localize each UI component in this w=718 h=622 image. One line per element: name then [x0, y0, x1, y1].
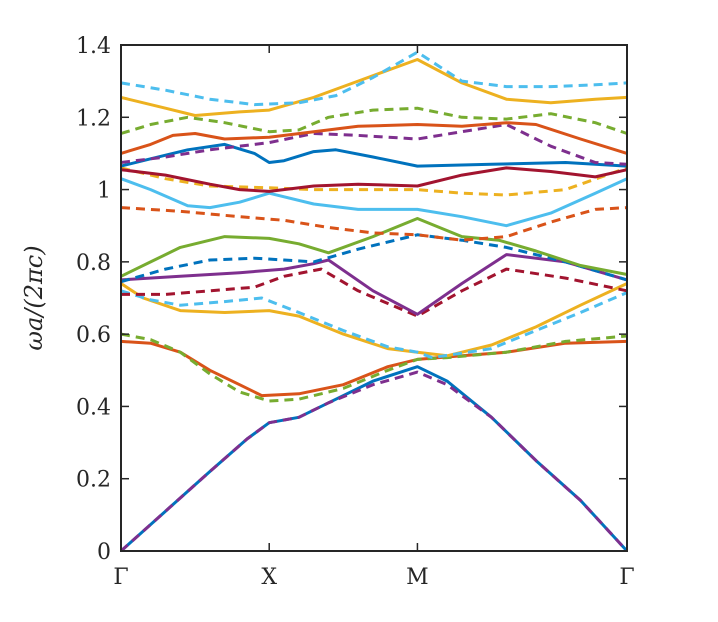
band-line-2: [120, 370, 629, 553]
band-line-1: [120, 365, 629, 553]
y-tick-label: 1: [97, 179, 111, 204]
y-axis-label: ωa/(2πc): [20, 245, 48, 350]
band-line-7: [121, 267, 628, 318]
ticks-layer: 0 0.2 0.4 0.6 0.8 1 1.2 1.4 Γ X M Γ: [76, 34, 635, 590]
band-line-9: [120, 233, 628, 284]
band-line-19: [120, 58, 628, 117]
band-line-3: [120, 339, 628, 398]
band-line-10: [120, 217, 628, 278]
y-tick-label: 1.2: [76, 106, 111, 131]
band-line-17: [120, 121, 628, 155]
band-line-12: [120, 177, 628, 228]
band-line-16: [120, 123, 628, 166]
y-tick-label: 0.8: [76, 251, 111, 276]
y-tick-label: 0.4: [76, 395, 111, 420]
x-tick-label: Γ: [619, 565, 634, 590]
band-line-8: [120, 253, 628, 316]
y-tick-label: 0: [97, 540, 111, 565]
band-line-13: [120, 166, 628, 197]
band-line-6: [120, 289, 628, 360]
y-tick-label: 0.2: [76, 468, 111, 493]
x-tick-label: Γ: [113, 565, 128, 590]
band-line-5: [120, 282, 628, 358]
x-tick-label: M: [406, 565, 429, 590]
y-tick-label: 1.4: [76, 34, 111, 59]
band-line-20: [120, 50, 628, 107]
series-layer: [120, 50, 629, 553]
band-line-14: [120, 166, 628, 193]
plot-area-frame: [120, 44, 628, 552]
x-tick-label: X: [261, 565, 277, 590]
band-line-15: [120, 142, 628, 168]
y-tick-label: 0.6: [76, 323, 111, 348]
band-line-4: [120, 332, 628, 403]
band-line-11: [120, 206, 628, 242]
